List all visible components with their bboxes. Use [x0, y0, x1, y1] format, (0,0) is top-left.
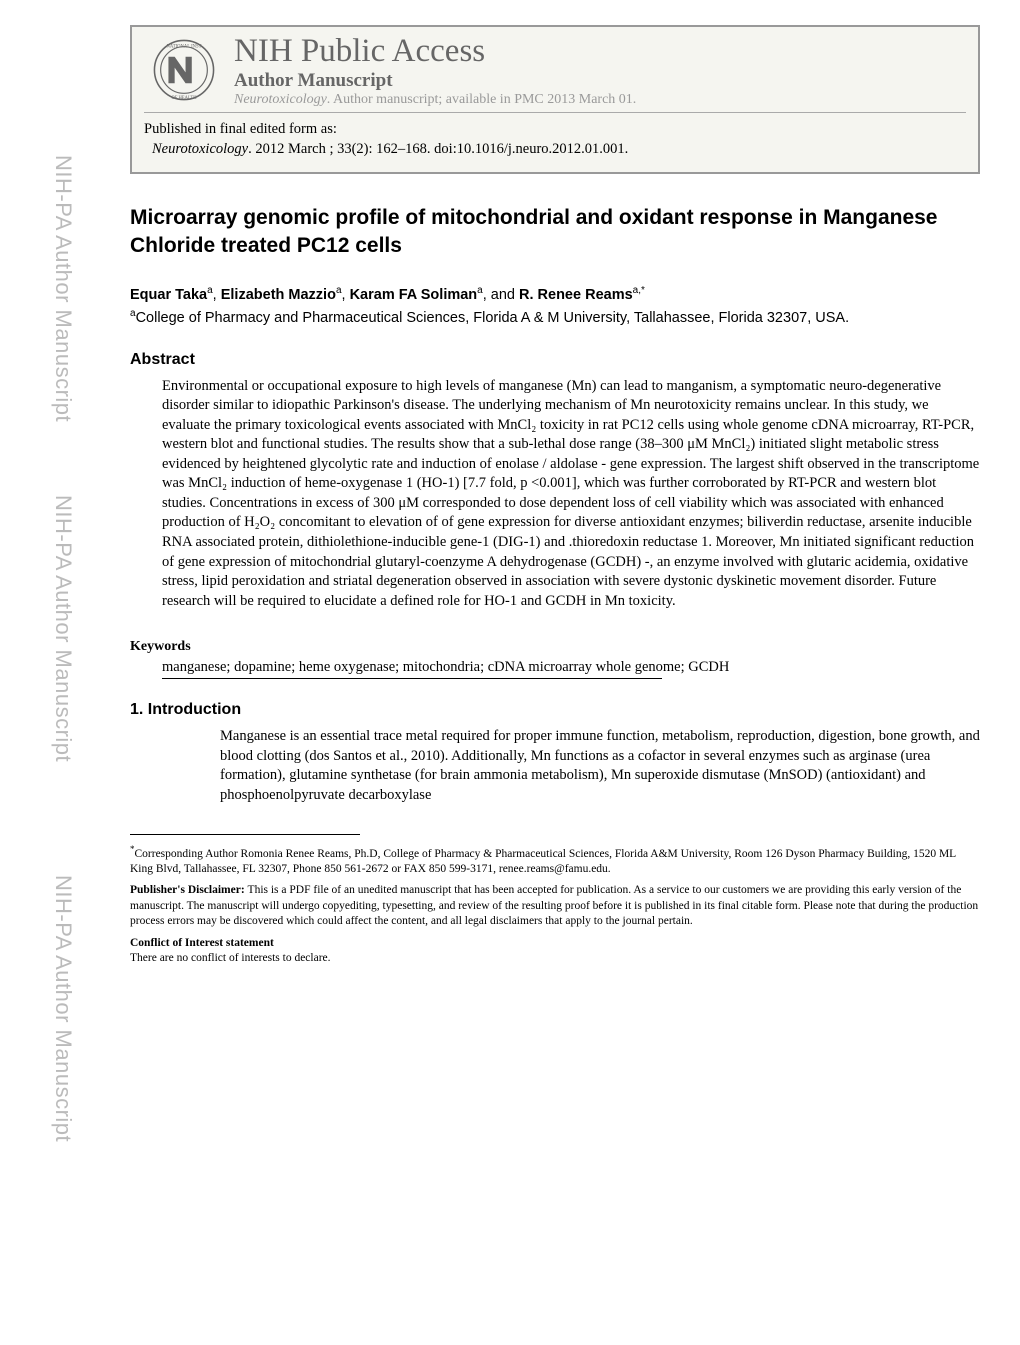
author-name: Karam FA Soliman	[350, 287, 478, 303]
journal-availability: Neurotoxicology. Author manuscript; avai…	[234, 92, 966, 108]
watermark-text: NIH-PA Author Manuscript	[50, 155, 76, 422]
published-label: Published in final edited form as:	[144, 119, 966, 139]
conflict-label: Conflict of Interest statement	[130, 936, 980, 952]
footnote-conflict: Conflict of Interest statement There are…	[130, 936, 980, 967]
introduction-heading: 1. Introduction	[130, 701, 980, 719]
header-top: NATIONAL INST OF HEALTH NIH Public Acces…	[144, 35, 966, 113]
author-sup: a	[477, 285, 483, 296]
published-block: Published in final edited form as: Neuro…	[144, 119, 966, 160]
conflict-text: There are no conflict of interests to de…	[130, 951, 980, 967]
disclaimer-label: Publisher's Disclaimer:	[130, 884, 248, 896]
watermark-text: NIH-PA Author Manuscript	[50, 495, 76, 762]
abstract-text: Environmental or occupational exposure t…	[162, 377, 980, 612]
author-sup: a	[336, 285, 342, 296]
footnote-divider	[130, 834, 360, 835]
affiliation: aCollege of Pharmacy and Pharmaceutical …	[130, 307, 980, 328]
main-content: Microarray genomic profile of mitochondr…	[130, 204, 980, 967]
author-sup: a	[207, 285, 213, 296]
citation-journal: Neurotoxicology	[144, 141, 248, 157]
nih-logo: NATIONAL INST OF HEALTH	[144, 35, 224, 105]
corresponding-text: Corresponding Author Romonia Renee Reams…	[130, 847, 956, 875]
disclaimer-text: This is a PDF file of an unedited manusc…	[130, 884, 978, 927]
author-name: Equar Taka	[130, 287, 207, 303]
abstract-heading: Abstract	[130, 351, 980, 369]
journal-name-italic: Neurotoxicology	[234, 92, 327, 107]
keywords-label: Keywords	[130, 639, 980, 655]
journal-availability-text: . Author manuscript; available in PMC 20…	[327, 92, 637, 107]
svg-text:OF HEALTH: OF HEALTH	[171, 96, 197, 101]
affiliation-text: College of Pharmacy and Pharmaceutical S…	[136, 310, 850, 326]
nih-public-access-title: NIH Public Access	[234, 35, 966, 68]
svg-text:NATIONAL INST: NATIONAL INST	[167, 44, 202, 49]
author-name: Elizabeth Mazzio	[221, 287, 336, 303]
authors-line: Equar Takaa, Elizabeth Mazzioa, Karam FA…	[130, 285, 980, 303]
keywords-text: manganese; dopamine; heme oxygenase; mit…	[162, 659, 980, 676]
citation-details: . 2012 March ; 33(2): 162–168. doi:10.10…	[248, 141, 628, 157]
introduction-text: Manganese is an essential trace metal re…	[220, 727, 980, 805]
article-title: Microarray genomic profile of mitochondr…	[130, 204, 980, 261]
footnote-disclaimer: Publisher's Disclaimer: This is a PDF fi…	[130, 883, 980, 930]
header-box: NATIONAL INST OF HEALTH NIH Public Acces…	[130, 25, 980, 174]
watermark-text: NIH-PA Author Manuscript	[50, 875, 76, 1142]
author-sup: a,*	[633, 285, 645, 296]
footnote-corresponding: *Corresponding Author Romonia Renee Ream…	[130, 843, 980, 878]
nih-title-block: NIH Public Access Author Manuscript Neur…	[234, 35, 966, 108]
keywords-divider	[162, 678, 662, 679]
author-name: R. Renee Reams	[519, 287, 633, 303]
author-manuscript-label: Author Manuscript	[234, 70, 966, 92]
